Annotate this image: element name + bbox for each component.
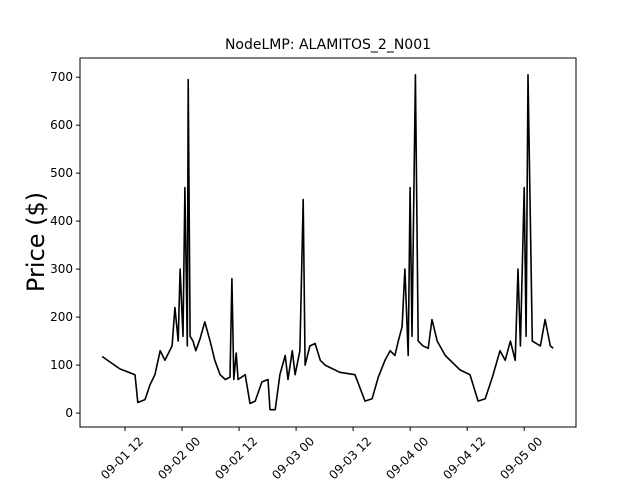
x-tick-label: 09-02 00 — [155, 434, 203, 480]
x-tick-label: 09-03 00 — [269, 434, 317, 480]
y-tick-label: 0 — [65, 406, 73, 420]
x-tick-label: 09-03 12 — [326, 434, 374, 480]
y-tick-label: 400 — [50, 214, 73, 228]
x-tick-label: 09-05 00 — [497, 434, 545, 480]
y-tick-label: 100 — [50, 358, 73, 372]
x-tick-label: 09-02 12 — [212, 434, 260, 480]
y-tick-label: 500 — [50, 166, 73, 180]
x-tick-label: 09-04 12 — [440, 434, 488, 480]
chart-title: NodeLMP: ALAMITOS_2_N001 — [225, 37, 431, 53]
y-tick-label: 700 — [50, 70, 73, 84]
x-tick-label: 09-01 12 — [98, 434, 146, 480]
y-axis-label: Price ($) — [22, 192, 50, 292]
y-tick-label: 200 — [50, 310, 73, 324]
x-tick-label: 09-04 00 — [383, 434, 431, 480]
plot-frame — [79, 57, 577, 428]
data-line — [101, 74, 554, 411]
y-tick-label: 600 — [50, 118, 73, 132]
y-tick-label: 300 — [50, 262, 73, 276]
